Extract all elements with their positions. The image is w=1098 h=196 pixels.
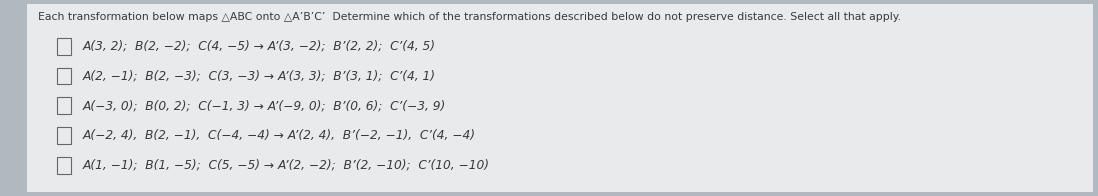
Text: A(1, −1);  B(1, −5);  C(5, −5) → A’(2, −2);  B’(2, −10);  C’(10, −10): A(1, −1); B(1, −5); C(5, −5) → A’(2, −2)… <box>82 159 490 172</box>
Bar <box>57 127 71 144</box>
Bar <box>57 157 71 174</box>
Bar <box>57 38 71 55</box>
Text: A(2, −1);  B(2, −3);  C(3, −3) → A’(3, 3);  B’(3, 1);  C’(4, 1): A(2, −1); B(2, −3); C(3, −3) → A’(3, 3);… <box>82 70 436 83</box>
Text: A(3, 2);  B(2, −2);  C(4, −5) → A’(3, −2);  B’(2, 2);  C’(4, 5): A(3, 2); B(2, −2); C(4, −5) → A’(3, −2);… <box>82 40 436 53</box>
Text: A(−2, 4),  B(2, −1),  C(−4, −4) → A’(2, 4),  B’(−2, −1),  C’(4, −4): A(−2, 4), B(2, −1), C(−4, −4) → A’(2, 4)… <box>82 129 475 142</box>
Bar <box>57 67 71 84</box>
Text: A(−3, 0);  B(0, 2);  C(−1, 3) → A’(−9, 0);  B’(0, 6);  C’(−3, 9): A(−3, 0); B(0, 2); C(−1, 3) → A’(−9, 0);… <box>82 99 446 112</box>
Text: Each transformation below maps △ABC onto △A’B’C’  Determine which of the transfo: Each transformation below maps △ABC onto… <box>38 12 901 22</box>
Bar <box>57 97 71 114</box>
